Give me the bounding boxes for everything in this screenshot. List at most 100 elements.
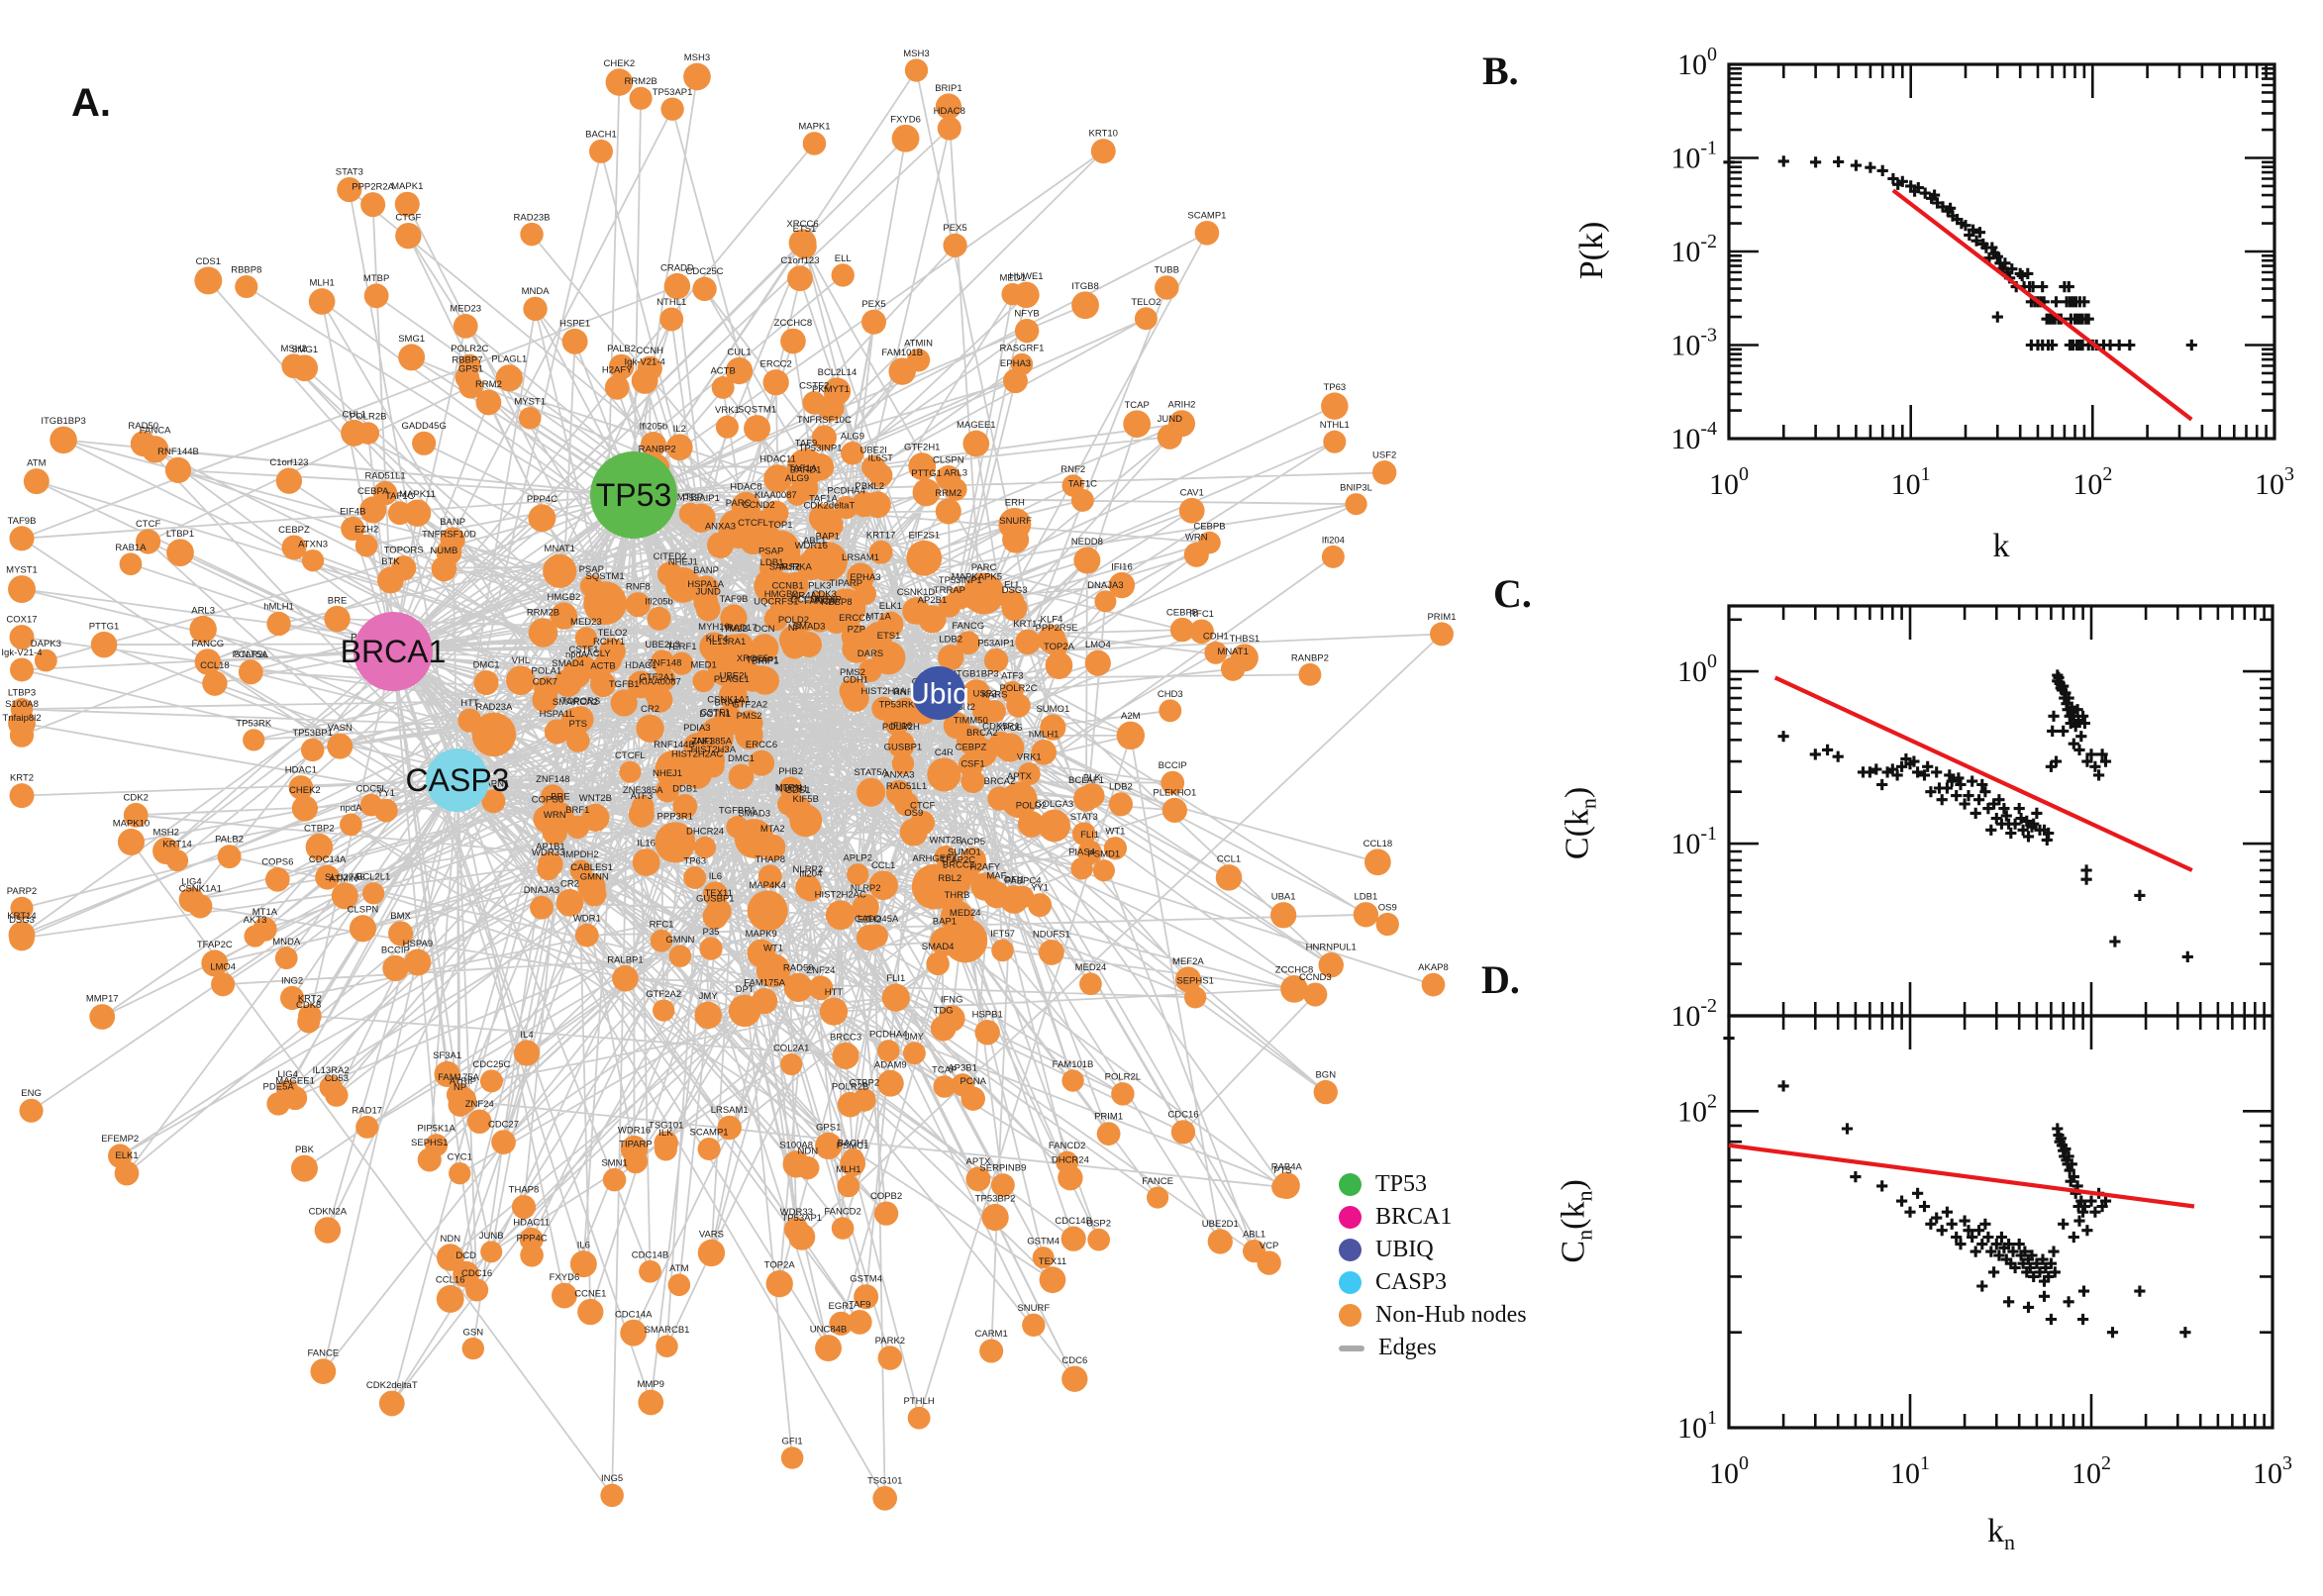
- node-label: DPT: [736, 984, 755, 995]
- node-label: CCNE1: [574, 1288, 606, 1299]
- node-label: CCL18: [1364, 839, 1393, 849]
- non-hub-node: [201, 949, 229, 977]
- node-label: FANCD2: [824, 1207, 860, 1218]
- node-label: GPS1: [816, 1122, 841, 1133]
- node-label: CEBPA: [357, 486, 389, 497]
- node-label: PTTG1: [911, 468, 942, 479]
- node-label: COX17: [6, 615, 37, 626]
- non-hub-node: [1189, 619, 1214, 645]
- node-label: SF3A1: [433, 1050, 461, 1061]
- non-hub-node: [281, 535, 307, 560]
- non-hub-node: [860, 309, 886, 335]
- node-label: CAPN1: [478, 779, 510, 790]
- non-hub-node: [1010, 352, 1034, 376]
- non-hub-node: [520, 222, 544, 247]
- non-hub-node: [136, 529, 161, 554]
- node-label: ALG9: [841, 432, 864, 443]
- node-label: GFI1: [782, 1437, 803, 1447]
- node-label: ZNF148: [536, 774, 569, 785]
- non-hub-node: [1006, 693, 1031, 718]
- non-hub-node: [1079, 972, 1102, 996]
- non-hub-node: [972, 698, 998, 725]
- node-label: MNAT1: [544, 544, 575, 554]
- non-hub-node: [877, 611, 904, 638]
- node-label: MSH3: [684, 52, 710, 63]
- node-label: WNT2B: [579, 793, 612, 804]
- node-label: POLD2: [778, 615, 809, 626]
- non-hub-node: [720, 604, 748, 632]
- node-label: CDS1: [196, 256, 221, 267]
- non-hub-node: [907, 1406, 931, 1430]
- node-label: BGN: [1315, 1069, 1336, 1080]
- non-hub-node: [574, 923, 599, 948]
- non-hub-node: [629, 86, 653, 110]
- node-label: TCAP: [932, 1065, 957, 1076]
- non-hub-node: [960, 847, 987, 874]
- non-hub-node: [513, 1040, 541, 1066]
- non-hub-node: [23, 468, 50, 495]
- node-label: NFYB: [1014, 308, 1039, 319]
- node-label: TP53RK: [878, 699, 915, 710]
- node-label: DMC1: [473, 659, 500, 670]
- node-label: ELL: [1004, 580, 1021, 591]
- non-hub-node: [290, 1154, 318, 1182]
- node-label: GSTM4: [850, 1274, 882, 1285]
- node-label: RANBP2: [639, 444, 676, 454]
- node-label: RAD17: [352, 1105, 382, 1116]
- non-hub-node: [951, 1073, 974, 1097]
- non-hub-node: [264, 867, 290, 892]
- node-label: CTCF: [910, 800, 936, 811]
- non-hub-node: [211, 972, 236, 997]
- node-label: CSTF1: [700, 707, 730, 718]
- node-label: CDC14B: [1055, 1216, 1092, 1227]
- non-hub-node: [1087, 1228, 1110, 1251]
- non-hub-node: [1162, 797, 1187, 823]
- node-label: TGFBR1: [719, 805, 756, 816]
- node-label: Ifi205b: [645, 596, 673, 607]
- node-label: npdA: [565, 649, 588, 660]
- non-hub-node: [194, 648, 222, 675]
- non-hub-node: [871, 696, 896, 721]
- node-label: FLI1: [1080, 830, 1099, 841]
- non-hub-node: [1000, 590, 1025, 615]
- node-label: DDB1: [672, 783, 697, 794]
- node-label: PDIA3: [683, 723, 710, 734]
- non-hub-node: [480, 1241, 503, 1263]
- non-hub-node: [89, 1004, 116, 1030]
- node-label: DARS: [858, 648, 883, 659]
- node-label: TIPARP: [619, 1139, 653, 1149]
- y-tick-label: 10-2: [1670, 995, 1717, 1033]
- node-label: MAPKAPK5: [952, 572, 1002, 583]
- node-label: XRCC5: [737, 653, 768, 664]
- node-label: ZNF385A: [691, 737, 732, 748]
- non-hub-node: [1318, 952, 1344, 978]
- non-hub-node: [310, 1358, 337, 1385]
- node-label: CDC14A: [615, 1309, 653, 1320]
- non-hub-node: [683, 866, 707, 890]
- non-hub-node: [748, 749, 775, 776]
- non-hub-node: [266, 611, 291, 637]
- y-tick-label: 102: [1677, 1090, 1717, 1128]
- node-label: CDC14A: [309, 854, 347, 865]
- non-hub-node: [354, 534, 378, 557]
- node-label: BCCIP: [381, 945, 410, 955]
- non-hub-node: [762, 369, 789, 396]
- non-hub-node: [1040, 714, 1066, 741]
- node-label: CDC25C: [686, 266, 724, 277]
- node-label: EZH2: [858, 915, 881, 926]
- plot-panel-D: 100 101 102 103 102 101: [1677, 1014, 2292, 1490]
- network-graph: TP53RK KIAA0087 THAP8 CDC14B DSG3 NTHL1 CEBPZ V…: [1, 49, 1457, 1511]
- non-hub-node: [1204, 641, 1228, 664]
- node-label: RNF2: [893, 687, 918, 698]
- non-hub-node: [747, 890, 788, 932]
- node-label: IL6ST: [868, 453, 894, 464]
- node-label: KRT14: [7, 911, 36, 922]
- non-hub-node: [747, 939, 776, 968]
- non-hub-node: [636, 714, 664, 743]
- legend-item-casp3: CASP3: [1339, 1266, 1596, 1299]
- node-label: ITM2B: [721, 624, 749, 635]
- node-label: GMNN: [580, 871, 609, 882]
- node-label: RRM2B: [624, 76, 656, 87]
- node-label: IFI16: [890, 721, 912, 732]
- node-label: RAB1A: [115, 543, 147, 553]
